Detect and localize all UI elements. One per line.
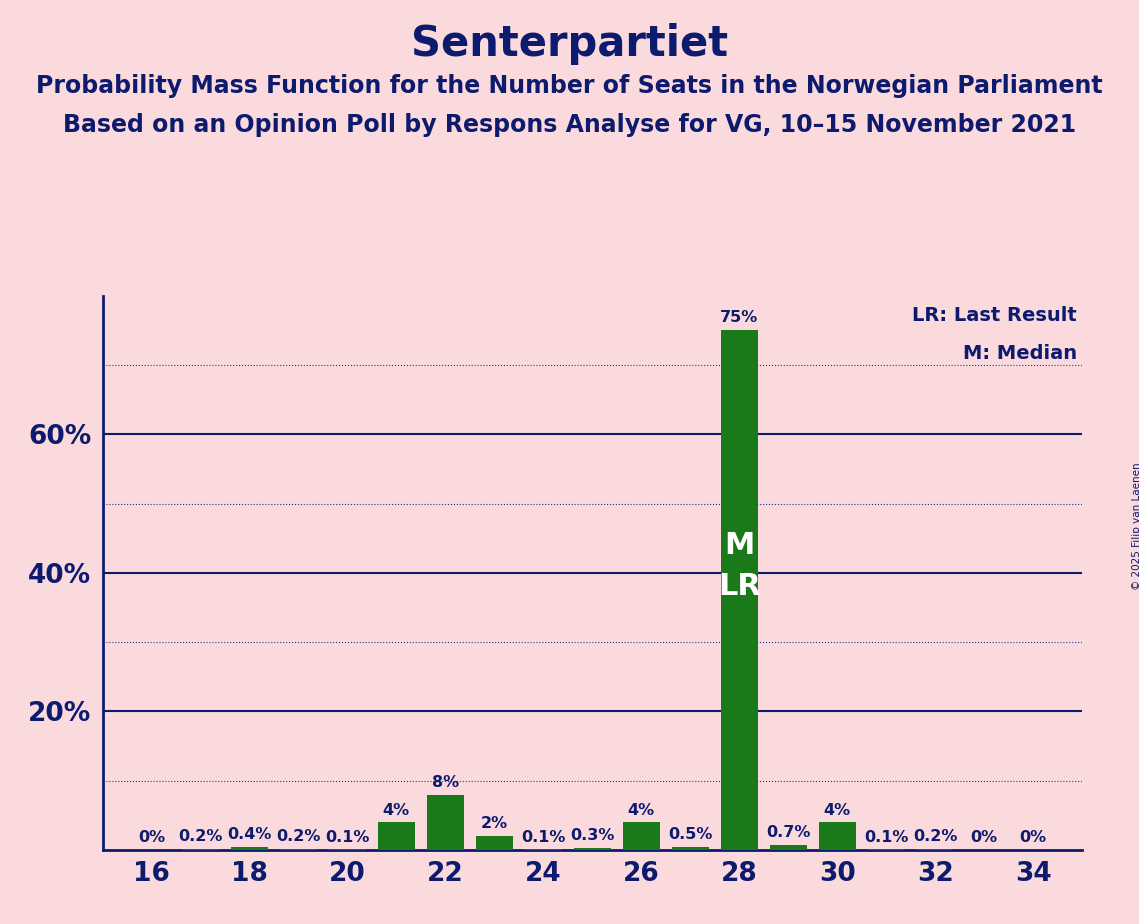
Text: 4%: 4% — [823, 803, 851, 818]
Text: LR: LR — [718, 572, 761, 602]
Bar — [819, 822, 855, 850]
Bar — [574, 848, 611, 850]
Bar — [623, 822, 659, 850]
Text: 0.1%: 0.1% — [326, 830, 369, 845]
Text: 0%: 0% — [1019, 831, 1047, 845]
Text: 0.7%: 0.7% — [767, 825, 810, 841]
Text: M: Median: M: Median — [964, 345, 1077, 363]
Text: LR: Last Result: LR: Last Result — [912, 306, 1077, 325]
Text: 0.1%: 0.1% — [522, 830, 565, 845]
Text: 4%: 4% — [628, 803, 655, 818]
Text: 8%: 8% — [432, 775, 459, 790]
Text: 75%: 75% — [720, 310, 759, 325]
Text: 2%: 2% — [481, 817, 508, 832]
Text: 0.5%: 0.5% — [669, 827, 712, 842]
Text: 0.1%: 0.1% — [865, 830, 908, 845]
Text: 0.3%: 0.3% — [571, 828, 614, 843]
Bar — [721, 331, 757, 850]
Text: 0%: 0% — [970, 831, 998, 845]
Text: 0.2%: 0.2% — [179, 829, 222, 844]
Text: 0.2%: 0.2% — [277, 829, 320, 844]
Text: 0%: 0% — [138, 831, 165, 845]
Bar — [917, 848, 953, 850]
Bar — [378, 822, 415, 850]
Text: Probability Mass Function for the Number of Seats in the Norwegian Parliament: Probability Mass Function for the Number… — [36, 74, 1103, 98]
Text: 0.4%: 0.4% — [228, 828, 271, 843]
Bar — [672, 846, 708, 850]
Bar — [427, 795, 464, 850]
Bar — [182, 848, 219, 850]
Text: © 2025 Filip van Laenen: © 2025 Filip van Laenen — [1132, 462, 1139, 590]
Text: 4%: 4% — [383, 803, 410, 818]
Bar — [770, 845, 806, 850]
Text: 0.2%: 0.2% — [913, 829, 957, 844]
Text: Senterpartiet: Senterpartiet — [411, 23, 728, 65]
Bar — [280, 848, 317, 850]
Bar — [231, 847, 268, 850]
Text: M: M — [724, 530, 754, 560]
Text: Based on an Opinion Poll by Respons Analyse for VG, 10–15 November 2021: Based on an Opinion Poll by Respons Anal… — [63, 113, 1076, 137]
Bar — [476, 836, 513, 850]
